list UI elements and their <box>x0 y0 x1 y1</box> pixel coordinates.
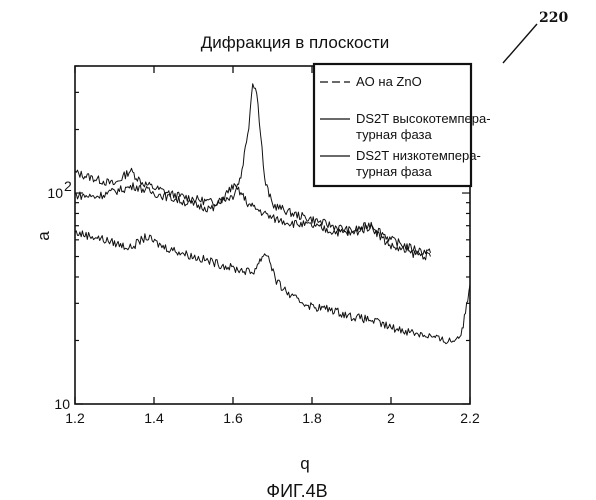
legend-label-1-1: AO на ZnO <box>356 74 422 89</box>
x-tick-label-5: 2.2 <box>460 410 480 426</box>
y-axis-label: a <box>34 231 53 241</box>
x-tick-label-3: 1.8 <box>302 410 322 426</box>
legend-label-2-1: DS2T высокотемпера- <box>356 111 491 126</box>
figure-caption: ФИГ.4В <box>266 481 327 500</box>
x-tick-label-1: 1.4 <box>144 410 164 426</box>
legend: AO на ZnODS2T высокотемпера-турная фазаD… <box>314 64 491 186</box>
x-axis-label: q <box>300 454 309 473</box>
series-line-3 <box>75 231 470 344</box>
legend-label-3-1: DS2T низкотемпера- <box>356 148 481 163</box>
y-tick-label-1: 10 <box>47 185 63 201</box>
y-tick-exponent-1: 2 <box>64 178 72 194</box>
reference-leader-line <box>503 24 537 63</box>
legend-label-3-2: турная фаза <box>356 164 432 179</box>
chart-title: Дифракция в плоскости <box>201 33 389 52</box>
x-tick-label-2: 1.6 <box>223 410 243 426</box>
reference-number: 220 <box>539 10 568 26</box>
x-tick-label-0: 1.2 <box>65 410 85 426</box>
legend-label-2-2: турная фаза <box>356 127 432 142</box>
y-tick-label-0: 10 <box>54 396 70 412</box>
x-tick-label-4: 2 <box>387 410 395 426</box>
